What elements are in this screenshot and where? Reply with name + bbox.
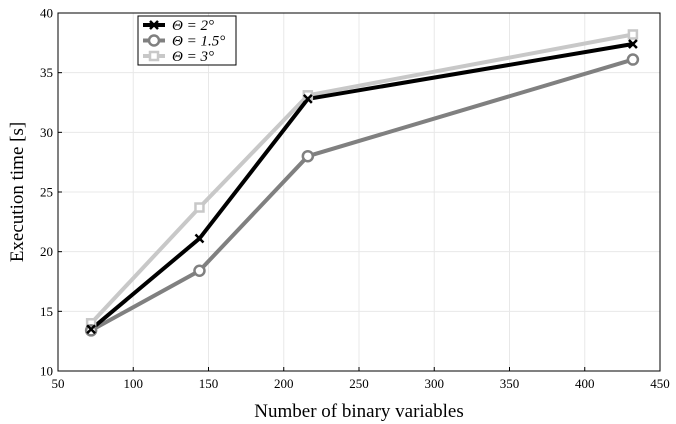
y-tick-label: 30 [40,125,53,140]
x-tick-label: 400 [575,376,595,391]
ticks: 50 100 150 200 250 300 350 400 450 10 15 20 25 30 35 40 [40,6,670,392]
x-tick-label: 450 [650,376,670,391]
x-tick-label: 350 [500,376,520,391]
legend-swatch-marker [149,20,159,30]
legend-label: Θ = 3° [172,49,214,65]
data-point [193,264,206,278]
grid [57,12,661,372]
y-axis-label: Execution time [s] [7,122,28,262]
data-point [194,202,205,213]
data-point-glyph [628,39,638,49]
data-point-glyph [194,233,205,244]
y-tick-label: 20 [40,244,53,259]
data-point-glyph [302,94,313,104]
data-point [194,233,205,244]
x-tick-label: 300 [425,376,445,391]
legend-swatch-marker [147,34,161,47]
x-tick-label: 200 [274,376,294,391]
series-line [89,32,634,325]
series-group [84,29,640,337]
data-point [302,94,313,104]
data-point-glyph [86,324,96,335]
legend-swatch-marker [148,50,160,62]
legend: Θ = 2°Θ = 1.5°Θ = 3° [137,15,237,66]
x-tick-label: 50 [52,376,65,391]
x-tick-label: 250 [349,376,369,391]
legend-swatch-marker-glyph [149,20,159,30]
legend-label: Θ = 1.5° [172,34,225,50]
data-point [301,149,315,163]
y-tick-label: 25 [40,185,53,200]
y-tick-label: 40 [40,6,53,21]
data-point [628,39,638,49]
data-point [86,324,96,335]
y-tick-label: 10 [40,364,53,379]
data-point [627,29,639,40]
data-point [626,53,640,66]
y-tick-label: 15 [40,304,53,319]
series-line [90,57,634,333]
y-tick-label: 35 [40,65,53,80]
legend-label: Θ = 2° [172,18,214,34]
x-tick-label: 150 [199,376,219,391]
x-tick-label: 100 [124,376,144,391]
series-line [89,42,634,331]
x-axis-label: Number of binary variables [254,401,463,422]
